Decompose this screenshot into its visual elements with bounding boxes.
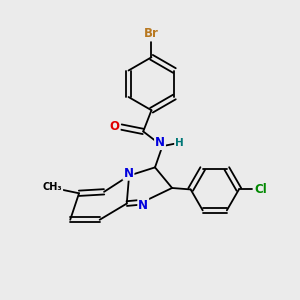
Text: N: N <box>155 136 165 149</box>
Text: Cl: Cl <box>255 183 267 196</box>
Text: H: H <box>175 138 184 148</box>
Text: Br: Br <box>144 27 159 40</box>
Text: O: O <box>110 120 120 133</box>
Text: N: N <box>124 167 134 180</box>
Text: N: N <box>138 199 148 212</box>
Text: CH₃: CH₃ <box>43 182 62 192</box>
